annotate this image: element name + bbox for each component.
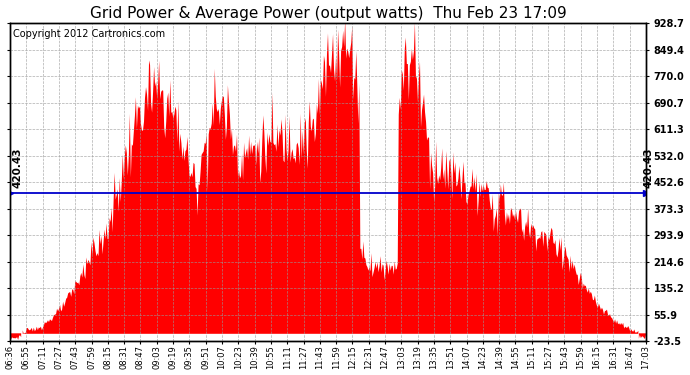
Title: Grid Power & Average Power (output watts)  Thu Feb 23 17:09: Grid Power & Average Power (output watts…	[90, 6, 566, 21]
Text: Copyright 2012 Cartronics.com: Copyright 2012 Cartronics.com	[13, 30, 166, 39]
Text: 420.43: 420.43	[12, 147, 22, 188]
Text: 420.43: 420.43	[644, 147, 654, 188]
